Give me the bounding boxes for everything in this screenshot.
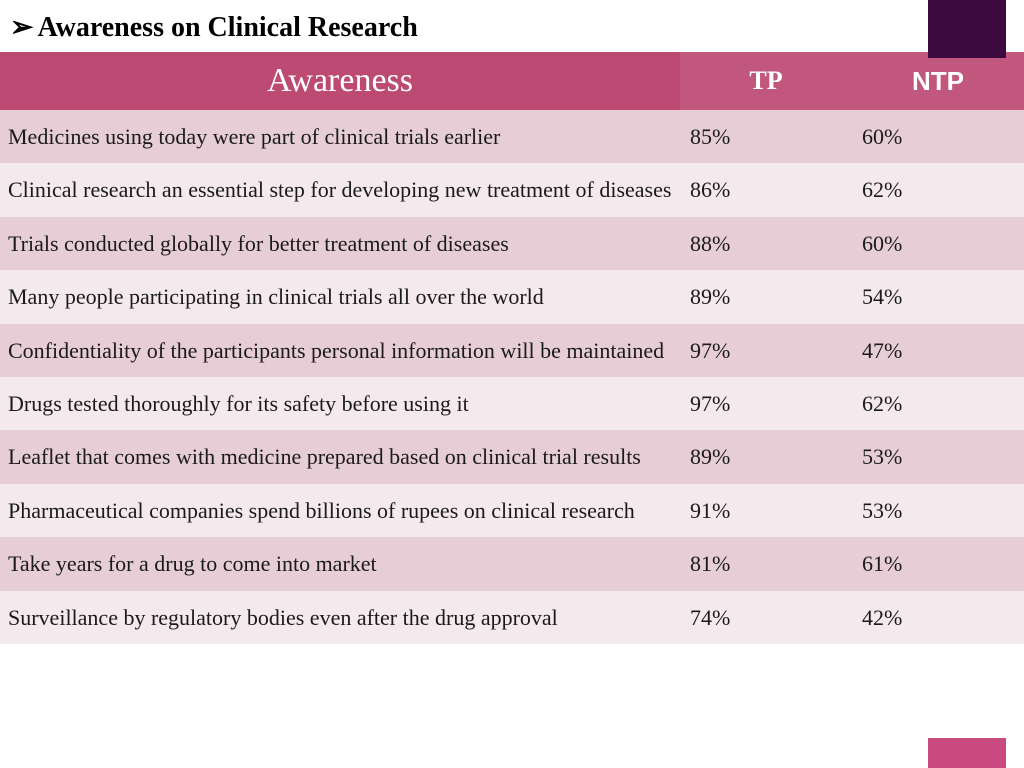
cell-label: Medicines using today were part of clini…	[0, 110, 680, 163]
awareness-table: Awareness TP NTP Medicines using today w…	[0, 52, 1024, 644]
cell-ntp: 62%	[852, 377, 1024, 430]
cell-ntp: 42%	[852, 591, 1024, 644]
table-row: Clinical research an essential step for …	[0, 163, 1024, 216]
cell-ntp: 53%	[852, 484, 1024, 537]
cell-tp: 81%	[680, 537, 852, 590]
col-header-tp: TP	[680, 52, 852, 110]
slide-title: ➢Awareness on Clinical Research	[0, 0, 1024, 52]
table-header-row: Awareness TP NTP	[0, 52, 1024, 110]
cell-tp: 89%	[680, 270, 852, 323]
cell-tp: 91%	[680, 484, 852, 537]
cell-label: Surveillance by regulatory bodies even a…	[0, 591, 680, 644]
table-row: Drugs tested thoroughly for its safety b…	[0, 377, 1024, 430]
cell-label: Trials conducted globally for better tre…	[0, 217, 680, 270]
cell-label: Take years for a drug to come into marke…	[0, 537, 680, 590]
cell-tp: 89%	[680, 430, 852, 483]
cell-ntp: 53%	[852, 430, 1024, 483]
table-row: Confidentiality of the participants pers…	[0, 324, 1024, 377]
table-row: Many people participating in clinical tr…	[0, 270, 1024, 323]
table-row: Surveillance by regulatory bodies even a…	[0, 591, 1024, 644]
cell-tp: 74%	[680, 591, 852, 644]
cell-label: Drugs tested thoroughly for its safety b…	[0, 377, 680, 430]
cell-ntp: 60%	[852, 217, 1024, 270]
decor-corner-bottom	[928, 738, 1006, 768]
cell-tp: 97%	[680, 377, 852, 430]
table-row: Take years for a drug to come into marke…	[0, 537, 1024, 590]
decor-corner-top	[928, 0, 1006, 58]
bullet-icon: ➢	[10, 11, 33, 42]
table-row: Leaflet that comes with medicine prepare…	[0, 430, 1024, 483]
col-header-ntp: NTP	[852, 52, 1024, 110]
cell-label: Confidentiality of the participants pers…	[0, 324, 680, 377]
cell-tp: 85%	[680, 110, 852, 163]
cell-tp: 88%	[680, 217, 852, 270]
cell-label: Pharmaceutical companies spend billions …	[0, 484, 680, 537]
cell-tp: 97%	[680, 324, 852, 377]
cell-label: Leaflet that comes with medicine prepare…	[0, 430, 680, 483]
cell-label: Clinical research an essential step for …	[0, 163, 680, 216]
cell-ntp: 60%	[852, 110, 1024, 163]
table-row: Pharmaceutical companies spend billions …	[0, 484, 1024, 537]
slide-title-text: Awareness on Clinical Research	[37, 12, 417, 43]
cell-tp: 86%	[680, 163, 852, 216]
cell-ntp: 47%	[852, 324, 1024, 377]
cell-ntp: 61%	[852, 537, 1024, 590]
col-header-awareness: Awareness	[0, 52, 680, 110]
cell-label: Many people participating in clinical tr…	[0, 270, 680, 323]
table-row: Medicines using today were part of clini…	[0, 110, 1024, 163]
table-row: Trials conducted globally for better tre…	[0, 217, 1024, 270]
cell-ntp: 62%	[852, 163, 1024, 216]
cell-ntp: 54%	[852, 270, 1024, 323]
